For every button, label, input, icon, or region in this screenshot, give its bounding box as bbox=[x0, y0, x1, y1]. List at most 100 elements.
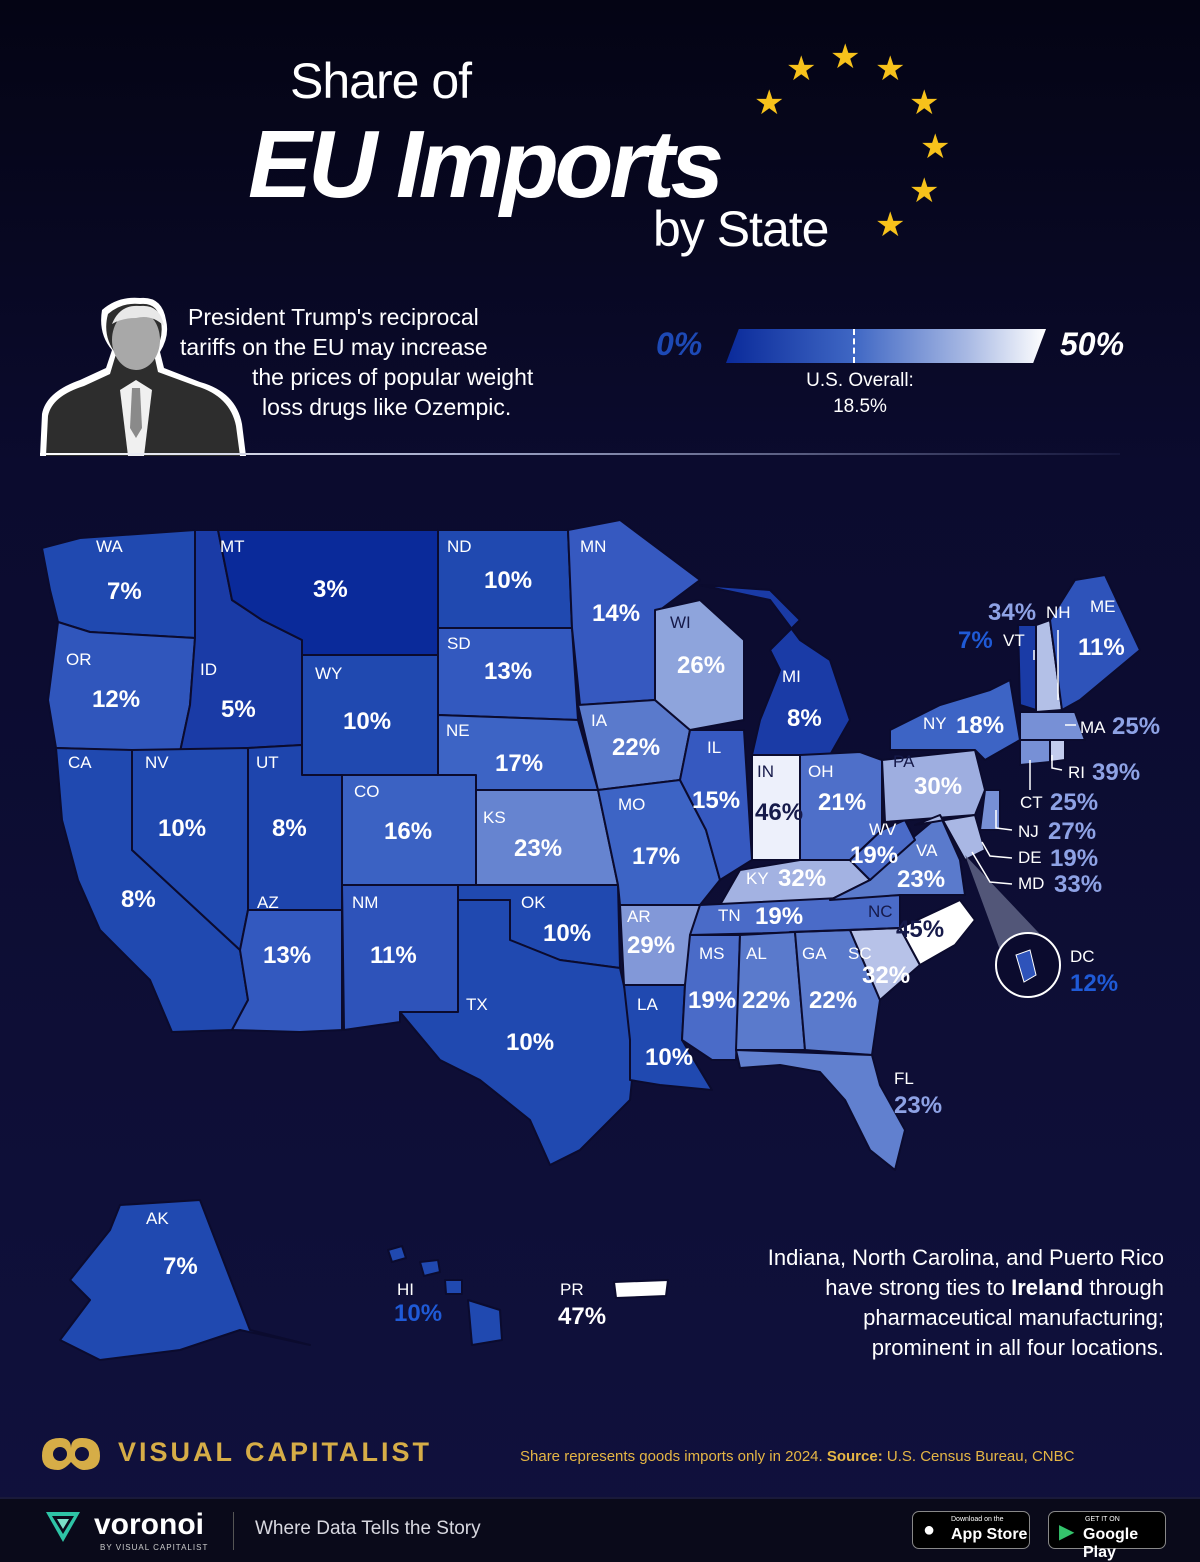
star-icon: ★ bbox=[754, 84, 785, 122]
state-value: 19% bbox=[755, 903, 804, 930]
state-label: WA bbox=[96, 537, 123, 556]
state-value: 22% bbox=[612, 734, 661, 761]
play-icon: ▶ bbox=[1059, 1521, 1075, 1543]
state-wi bbox=[654, 599, 745, 731]
state-il bbox=[679, 729, 753, 881]
state-label: NJ bbox=[1018, 822, 1039, 841]
state-value: 8% bbox=[121, 886, 156, 913]
state-label: MA bbox=[1080, 718, 1106, 737]
state-label: MO bbox=[618, 795, 646, 814]
state-value: 25% bbox=[1112, 713, 1161, 740]
state-value: 22% bbox=[742, 987, 791, 1014]
state-label: PA bbox=[893, 752, 915, 771]
source-text: U.S. Census Bureau, CNBC bbox=[882, 1448, 1075, 1465]
state-value: 25% bbox=[1050, 789, 1099, 816]
state-value: 39% bbox=[1092, 759, 1141, 786]
state-label: ND bbox=[447, 537, 472, 556]
state-value: 10% bbox=[394, 1300, 443, 1327]
state-label: IA bbox=[591, 711, 608, 730]
state-value: 13% bbox=[263, 942, 312, 969]
state-label: HI bbox=[397, 1280, 414, 1299]
state-value: 19% bbox=[850, 842, 899, 869]
state-label: TX bbox=[466, 995, 488, 1014]
state-pr bbox=[613, 1279, 669, 1299]
state-value: 26% bbox=[677, 652, 726, 679]
state-value: 19% bbox=[688, 987, 737, 1014]
state-label: NY bbox=[923, 714, 947, 733]
state-value: 27% bbox=[1048, 818, 1097, 845]
state-label: GA bbox=[802, 944, 827, 963]
note-line: Indiana, North Carolina, and Puerto Rico bbox=[767, 1245, 1164, 1270]
state-me bbox=[1049, 574, 1141, 711]
state-value: 34% bbox=[988, 599, 1037, 626]
title-line-1: Share of bbox=[290, 53, 472, 109]
star-icon: ★ bbox=[786, 50, 817, 88]
state-label: MS bbox=[699, 944, 725, 963]
state-value: 45% bbox=[896, 916, 945, 943]
state-wv bbox=[849, 819, 916, 881]
state-value: 3% bbox=[313, 576, 348, 603]
state-label: SD bbox=[447, 634, 471, 653]
state-label: NH bbox=[1046, 603, 1071, 622]
state-label: WV bbox=[869, 820, 897, 839]
state-value: 10% bbox=[343, 708, 392, 735]
state-nj bbox=[979, 789, 1001, 831]
ireland-note: Indiana, North Carolina, and Puerto Rico… bbox=[700, 1243, 1164, 1363]
star-icon: ★ bbox=[875, 50, 906, 88]
state-value: 17% bbox=[495, 750, 544, 777]
source-note: Share represents goods imports only in 2… bbox=[520, 1448, 1074, 1465]
state-value: 23% bbox=[897, 866, 946, 893]
state-value: 32% bbox=[778, 865, 827, 892]
state-value: 19% bbox=[1050, 845, 1099, 872]
state-value: 5% bbox=[221, 696, 256, 723]
state-label: WI bbox=[670, 613, 691, 632]
state-value: 21% bbox=[818, 789, 867, 816]
state-label: NC bbox=[868, 902, 893, 921]
note-line: have strong ties to Ireland through bbox=[700, 1273, 1164, 1303]
star-icon: ★ bbox=[909, 84, 940, 122]
state-label: UT bbox=[256, 753, 279, 772]
legend-overall-value: 18.5% bbox=[833, 396, 887, 417]
state-value: 22% bbox=[809, 987, 858, 1014]
state-fl bbox=[735, 1049, 906, 1171]
title-line-3: by State bbox=[653, 201, 829, 257]
state-label: MT bbox=[220, 537, 245, 556]
state-label: OK bbox=[521, 893, 546, 912]
state-label: IL bbox=[707, 738, 722, 757]
state-label: SC bbox=[848, 944, 872, 963]
state-ak bbox=[59, 1199, 311, 1361]
source-label: Source: bbox=[826, 1448, 883, 1465]
state-value: 7% bbox=[107, 578, 142, 605]
state-label: LA bbox=[637, 995, 658, 1014]
star-icon: ★ bbox=[909, 172, 940, 210]
state-ma bbox=[1019, 711, 1086, 741]
state-value: 16% bbox=[384, 818, 433, 845]
state-value: 14% bbox=[592, 600, 641, 627]
legend-overall-label: U.S. Overall: bbox=[806, 370, 914, 391]
brand-name: VISUAL CAPITALIST bbox=[118, 1437, 433, 1467]
google-play-button[interactable]: ▶ GET IT ON Google Play bbox=[1048, 1511, 1166, 1561]
state-value: 11% bbox=[1078, 634, 1125, 661]
state-label: OR bbox=[66, 650, 92, 669]
legend-overall-note: U.S. Overall: 18.5% bbox=[770, 368, 950, 420]
state-label: TN bbox=[718, 906, 741, 925]
state-value: 12% bbox=[92, 686, 141, 713]
state-value: 7% bbox=[163, 1253, 198, 1280]
state-label: CT bbox=[1020, 793, 1043, 812]
legend-color-scale bbox=[726, 329, 1046, 363]
state-pa bbox=[881, 749, 986, 823]
intro-line: tariffs on the EU may increase bbox=[180, 334, 488, 360]
state-label: MD bbox=[1018, 874, 1045, 893]
voronoi-subtitle: BY VISUAL CAPITALIST bbox=[100, 1543, 209, 1552]
state-label: ME bbox=[1090, 597, 1116, 616]
state-label: AL bbox=[746, 944, 767, 963]
state-value: 32% bbox=[862, 962, 911, 989]
note-text: have strong ties to bbox=[825, 1275, 1012, 1300]
state-label: NE bbox=[446, 721, 470, 740]
voronoi-brand[interactable]: voronoi bbox=[94, 1508, 204, 1541]
state-value: 23% bbox=[894, 1092, 943, 1119]
state-value: 8% bbox=[272, 815, 307, 842]
app-store-button[interactable]: ● Download on the App Store bbox=[912, 1511, 1030, 1549]
star-icon: ★ bbox=[875, 206, 906, 244]
